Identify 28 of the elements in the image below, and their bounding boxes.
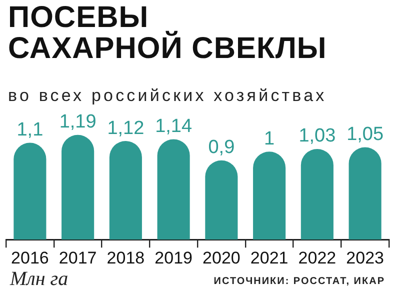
x-tick-label: 2020: [202, 248, 240, 268]
data-label: 0,9: [208, 137, 235, 158]
data-label: 1: [264, 128, 275, 150]
x-tick-label: 2016: [11, 248, 49, 268]
x-tick-label: 2019: [154, 248, 192, 268]
bar: [62, 134, 94, 240]
bar: [109, 141, 142, 240]
x-tick-label: 2017: [58, 248, 97, 268]
bar: [157, 139, 190, 240]
data-label: 1,19: [59, 112, 96, 133]
bar: [205, 160, 238, 240]
data-label: 1,03: [298, 126, 336, 147]
data-label: 1,12: [107, 118, 144, 139]
data-label: 1,05: [346, 124, 384, 145]
chart-title: ПОСЕВЫ САХАРНОЙ СВЕКЛЫ: [8, 1, 327, 65]
x-tick-label: 2018: [106, 248, 145, 268]
bar: [300, 148, 334, 240]
x-tick-label: 2022: [298, 248, 336, 268]
x-tick-label: 2021: [250, 248, 288, 268]
text: Млн га: [10, 268, 68, 291]
bar: [348, 147, 382, 240]
bar: [14, 142, 46, 240]
text: ИСТОЧНИКИ: РОССТАТ, ИКАР: [214, 276, 385, 287]
data-label: 1,14: [155, 116, 192, 138]
bar: [253, 152, 286, 240]
data-label: 1,1: [16, 120, 44, 141]
x-tick-label: 2023: [346, 248, 384, 268]
chart-subtitle: во всех российских хозяйствах: [8, 86, 327, 106]
